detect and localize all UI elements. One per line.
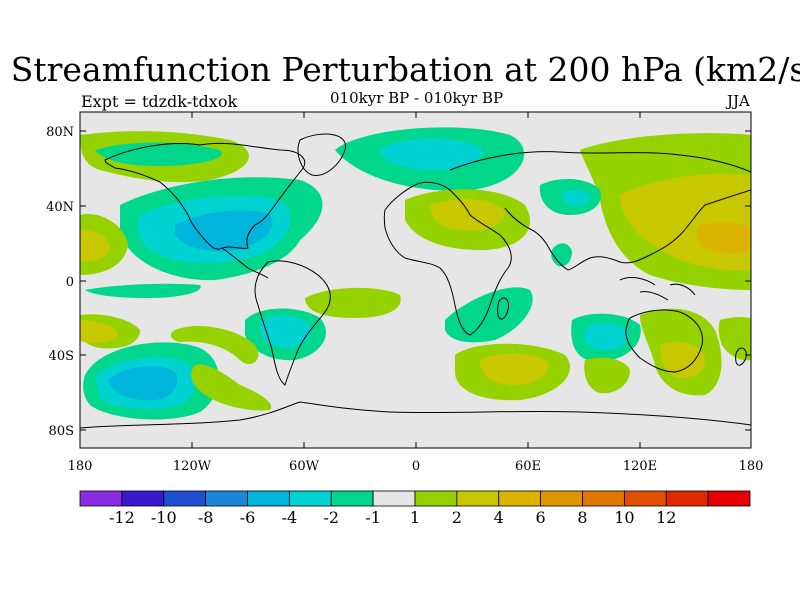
- colorbar-swatch: [330, 490, 374, 507]
- colorbar-swatch: [372, 490, 416, 507]
- lon-label: 60E: [515, 459, 541, 474]
- colorbar-swatch: [121, 490, 165, 507]
- colorbar-label: -1: [365, 508, 381, 527]
- colorbar-label: 8: [577, 508, 587, 527]
- coastline-new-zealand: [735, 347, 747, 366]
- contour-positive-4: [430, 199, 505, 231]
- colorbar-swatch: [540, 490, 583, 507]
- colorbar-swatch: [498, 490, 542, 507]
- contour-negative-2: [259, 315, 311, 348]
- contour-positive-2: [170, 325, 259, 365]
- lat-label: 40N: [46, 200, 74, 215]
- contour-negative-1: [95, 142, 222, 166]
- contour-positive-2: [191, 364, 272, 411]
- colorbar-label: 12: [656, 508, 676, 527]
- map-title: Streamfunction Perturbation at 200 hPa (…: [10, 50, 800, 89]
- colorbar-label: -4: [282, 508, 298, 527]
- colorbar-swatch: [623, 490, 667, 507]
- contour-positive-2: [584, 357, 630, 394]
- colorbar-label: 4: [494, 508, 504, 527]
- lon-label: 60W: [289, 459, 320, 474]
- contour-negative-1: [445, 287, 533, 343]
- colorbar-swatch: [707, 490, 751, 507]
- colorbar-label: 1: [410, 508, 420, 527]
- coastline-asia: [449, 151, 751, 271]
- contour-positive-2: [718, 317, 751, 361]
- lon-label: 120W: [173, 459, 212, 474]
- coastline-se-asia: [619, 277, 696, 301]
- coastline-australia: [625, 309, 704, 373]
- colorbar-label: -10: [151, 508, 177, 527]
- contour-negative-4: [175, 210, 273, 252]
- colorbar-label: 2: [452, 508, 462, 527]
- lat-label: 80S: [49, 424, 74, 439]
- coastline-south-america: [254, 260, 331, 386]
- colorbar-swatch: [79, 490, 123, 507]
- contour-negative-2: [380, 138, 482, 171]
- colorbar-swatch: [163, 490, 207, 507]
- colorbar-label: 10: [614, 508, 634, 527]
- colorbar-label: -6: [240, 508, 256, 527]
- colorbar-label: -2: [323, 508, 339, 527]
- contour-positive-6: [696, 222, 751, 254]
- season-label: JJA: [727, 92, 750, 110]
- colorbar-label: -8: [198, 508, 214, 527]
- colorbar-swatch: [288, 490, 332, 507]
- map-subtitle: 010kyr BP - 010kyr BP: [330, 89, 504, 107]
- contour-negative-1: [551, 243, 572, 267]
- contour-positive-2: [305, 287, 401, 318]
- contour-negative-4: [108, 366, 178, 401]
- colorbar-swatch: [665, 490, 709, 507]
- colorbar-swatch: [414, 490, 458, 507]
- colorbar-swatch: [247, 490, 290, 507]
- lat-label: 40S: [49, 349, 74, 364]
- lon-label: 180: [739, 459, 764, 474]
- axis-ticks: 80N 40N 0 40S 80S 180 120W 60W 0 60E 120E 180: [46, 112, 763, 474]
- coastline-madagascar: [497, 297, 509, 320]
- colorbar-swatch: [456, 490, 500, 507]
- coastline-greenland: [297, 133, 346, 176]
- colorbar-swatch: [582, 490, 625, 507]
- contour-fields: [80, 127, 751, 420]
- coastline-central-america: [221, 247, 269, 279]
- lon-label: 120E: [623, 459, 657, 474]
- coastlines: [80, 133, 751, 429]
- coastline-antarctica: [80, 401, 751, 429]
- colorbar: -12 -10 -8 -6 -4 -2 -1 1 2 4 6 8 10 12: [79, 490, 751, 527]
- contour-negative-1: [85, 283, 201, 298]
- contour-positive-4: [80, 320, 118, 343]
- contour-positive-4: [80, 229, 110, 262]
- lat-label: 80N: [46, 125, 74, 140]
- colorbar-label: -12: [109, 508, 135, 527]
- lon-label: 180: [68, 459, 93, 474]
- colorbar-label: 6: [536, 508, 546, 527]
- contour-negative-2: [584, 323, 629, 351]
- experiment-label: Expt = tdzdk-tdxok: [81, 92, 238, 111]
- coastline-north-america: [104, 142, 306, 250]
- colorbar-swatch: [205, 490, 248, 507]
- lon-label: 0: [412, 459, 420, 474]
- lat-label: 0: [66, 275, 74, 290]
- contour-negative-2: [563, 190, 590, 206]
- contour-positive-4: [480, 353, 549, 385]
- coastline-europe-africa: [383, 181, 512, 336]
- contour-positive-4: [660, 341, 706, 378]
